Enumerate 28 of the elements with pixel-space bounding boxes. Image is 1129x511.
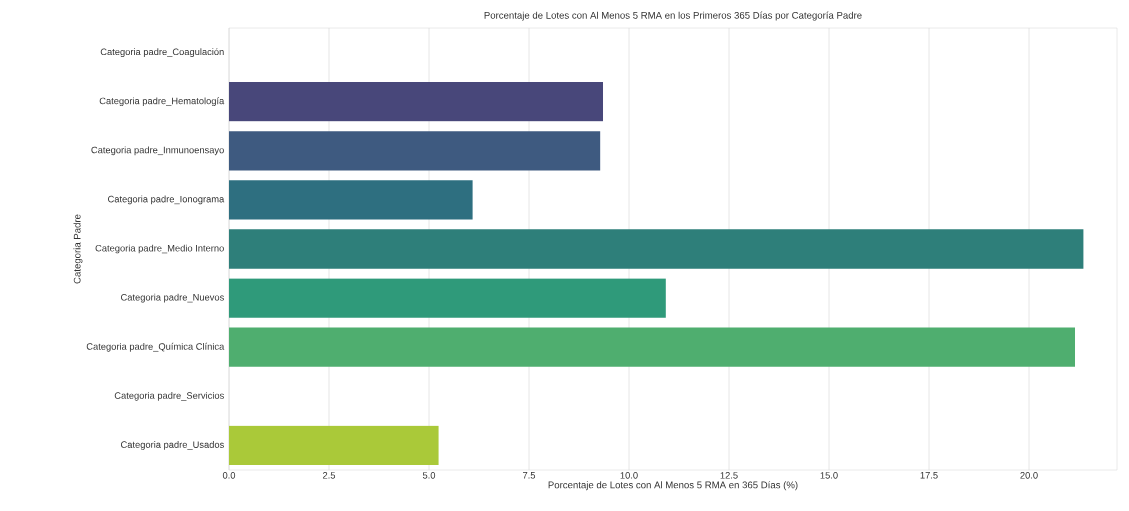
y-tick-label: Categoria padre_Hematología	[99, 97, 225, 107]
x-tick-label: 5.0	[422, 472, 436, 479]
bar	[229, 131, 601, 171]
x-tick-label: 10.0	[620, 472, 638, 479]
x-tick-label: 7.5	[523, 472, 536, 479]
y-tick-label: Categoria padre_Inmunoensayo	[91, 146, 224, 156]
y-tick-label: Categoria padre_Servicios	[114, 392, 224, 401]
y-tick-label: Categoria padre_Nuevos	[121, 293, 224, 303]
bar	[229, 327, 1076, 367]
bar	[229, 278, 666, 318]
y-axis-title: Categoria Padre	[73, 214, 83, 284]
y-tick-label: Categoria padre_Usados	[121, 441, 224, 450]
bar	[229, 82, 604, 122]
y-tick-label: Categoria padre_Química Clínica	[86, 342, 225, 352]
x-axis-title: Porcentaje de Lotes con Al Menos 5 RMA en 365 Días (%)	[548, 481, 798, 491]
y-tick-label: Categoria padre_Medio Interno	[95, 244, 224, 254]
x-tick-label: 0.0	[222, 472, 236, 479]
x-tick-label: 15.0	[820, 472, 838, 479]
chart-title: Porcentaje de Lotes con Al Menos 5 RMA en los Primeros 365 Días por Categoría Padre	[484, 11, 862, 21]
bar	[229, 425, 439, 466]
x-tick-label: 2.5	[322, 472, 336, 479]
y-tick-label: Categoria padre_Ionograma	[108, 195, 225, 205]
bar	[229, 180, 473, 220]
x-tick-label: 20.0	[1020, 472, 1038, 479]
bar	[229, 229, 1084, 269]
y-tick-label: Categoria padre_Coagulación	[100, 48, 224, 57]
x-tick-label: 17.5	[920, 472, 938, 479]
x-tick-label: 12.5	[720, 472, 738, 479]
